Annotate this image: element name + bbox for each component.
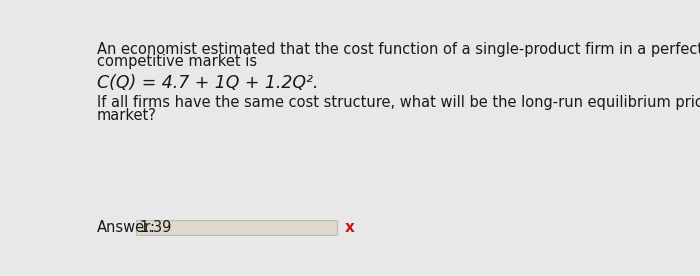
Text: C(Q) = 4.7 + 1Q + 1.2Q².: C(Q) = 4.7 + 1Q + 1.2Q².: [97, 74, 318, 92]
Text: x: x: [345, 220, 355, 235]
FancyBboxPatch shape: [136, 220, 337, 235]
Text: competitive market is: competitive market is: [97, 54, 257, 69]
Text: market?: market?: [97, 108, 157, 123]
Text: 1.39: 1.39: [139, 220, 172, 235]
Text: Answer:: Answer:: [97, 220, 156, 235]
Text: If all firms have the same cost structure, what will be the long-run equilibrium: If all firms have the same cost structur…: [97, 95, 700, 110]
Text: An economist estimated that the cost function of a single-product firm in a perf: An economist estimated that the cost fun…: [97, 42, 700, 57]
